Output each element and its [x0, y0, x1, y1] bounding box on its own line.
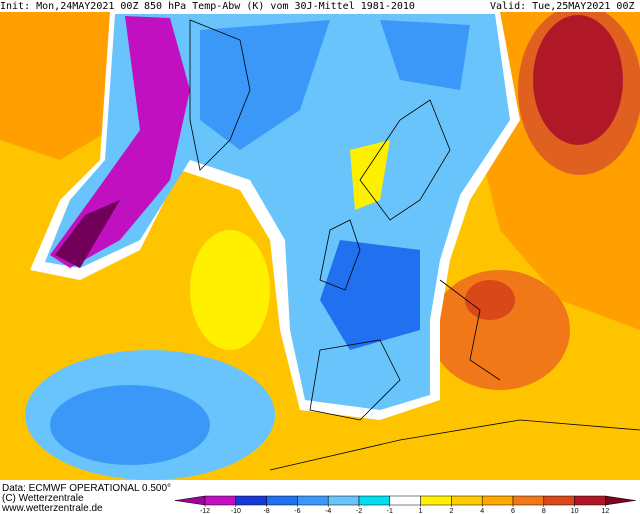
colorbar-bin: [574, 495, 606, 506]
website: www.wetterzentrale.de: [1, 503, 103, 514]
colorbar-tick-label: -8: [263, 508, 269, 514]
colorbar-tick-label: 1: [419, 508, 423, 514]
copyright: (C) Wetterzentrale: [2, 493, 84, 504]
colorbar-tick-label: 10: [571, 508, 579, 514]
colorbar-bin: [389, 495, 421, 506]
colorbar-tick-label: -10: [231, 508, 241, 514]
cold-area: [320, 240, 420, 350]
warm-area: [0, 12, 120, 160]
colorbar-bin: [235, 495, 267, 506]
scandinavia-coast: [359, 99, 451, 221]
iberia-coast: [309, 339, 401, 421]
very-cold-area: [55, 200, 120, 268]
colorbar-bin: [204, 495, 237, 506]
warm-patch: [350, 140, 390, 210]
coastlines: [189, 19, 640, 471]
colorbar-bin: [297, 495, 329, 506]
cold-area: [50, 385, 210, 465]
init-time: Init: Mon,24MAY2021 00Z: [0, 1, 138, 12]
valid-time: Valid: Tue,25MAY2021 00Z: [490, 1, 635, 12]
colorbar-tick-label: 12: [602, 508, 610, 514]
colorbar-bin: [543, 495, 575, 506]
africa-coast: [269, 419, 640, 471]
colorbar-tick-label: 4: [480, 508, 484, 514]
colorbar-tick-label: -4: [325, 508, 331, 514]
colorbar-tick-label: 2: [449, 508, 453, 514]
colorbar-tick-label: 8: [542, 508, 546, 514]
colorbar-bin: [451, 495, 483, 506]
warm-core: [465, 280, 515, 320]
colorbar-bin: [512, 495, 545, 506]
colorbar-bin: [327, 495, 360, 506]
colorbar-tick-label: -12: [200, 508, 210, 514]
colorbar-bin: [266, 495, 298, 506]
warm-patch: [190, 230, 270, 350]
warm-core: [533, 15, 623, 145]
cold-area: [200, 20, 330, 150]
colorbar-tick-label: -2: [356, 508, 362, 514]
header-bar: [0, 0, 640, 12]
colorbar: -12 -10 -8 -6 -4 -2 -1 1 2 4 6 8 10 12: [174, 495, 636, 514]
data-source: Data: ECMWF OPERATIONAL 0.500°: [2, 483, 171, 494]
uk-coast: [319, 219, 361, 291]
colorbar-bin: [358, 495, 391, 506]
colorbar-bin: [481, 495, 514, 506]
colorbar-tick-label: 6: [511, 508, 515, 514]
map-field: [0, 5, 640, 480]
colorbar-tick-label: -6: [294, 508, 300, 514]
italy-coast: [439, 279, 501, 381]
very-cold-area: [50, 16, 190, 268]
colorbar-tick-label: -1: [387, 508, 393, 514]
cold-area: [380, 20, 470, 90]
map-title: 850 hPa Temp-Abw (K) vom 30J-Mittel 1981…: [144, 1, 415, 12]
greenland-coast: [189, 19, 251, 171]
colorbar-bin: [420, 495, 452, 506]
